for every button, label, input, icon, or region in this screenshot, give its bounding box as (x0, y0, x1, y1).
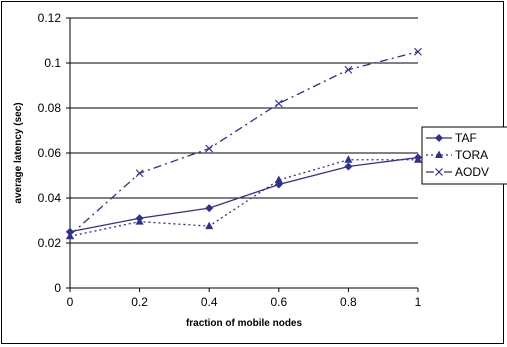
y-tick-label: 0 (54, 281, 61, 295)
legend-label-tora: TORA (455, 148, 488, 162)
data-point-aodv (414, 47, 422, 56)
series (66, 47, 422, 240)
y-tick-label: 0.1 (44, 56, 61, 70)
x-tick-label: 0.4 (201, 295, 218, 309)
legend-marker-taf (435, 134, 443, 142)
data-point-aodv (66, 231, 74, 240)
series-line-aodv (69, 51, 419, 236)
data-point-aodv (344, 65, 353, 74)
data-point-aodv (205, 144, 214, 153)
data-point-aodv (135, 169, 144, 178)
y-tick-label: 0.02 (38, 236, 62, 250)
x-tick-label: 0 (67, 295, 74, 309)
y-tick-label: 0.06 (38, 146, 62, 160)
x-tick-label: 0.2 (131, 295, 148, 309)
x-tick-label: 0.6 (270, 295, 287, 309)
axes (66, 17, 419, 292)
data-point-tora (274, 175, 283, 183)
x-tick-label: 1 (415, 295, 422, 309)
data-point-tora (205, 221, 214, 230)
data-point-tora (414, 155, 422, 163)
data-point-tora (135, 217, 144, 225)
data-point-tora (344, 155, 353, 163)
data-point-taf (205, 204, 214, 213)
y-tick-label: 0.12 (38, 11, 62, 25)
gridlines (70, 17, 418, 244)
series-line-taf (69, 156, 419, 233)
legend-marker-tora (435, 150, 443, 158)
data-point-taf (344, 162, 353, 171)
x-axis-title: fraction of mobile nodes (186, 318, 303, 329)
data-point-aodv (274, 99, 283, 108)
y-tick-label: 0.04 (38, 191, 62, 205)
tick-labels: 0 0.02 0.04 0.06 0.08 0.1 0.12 0 0.2 0.4 0.6 0.8 1 (38, 11, 422, 309)
y-tick-label: 0.08 (38, 101, 62, 115)
legend-marker-aodv (435, 168, 443, 176)
legend: TAF TORA AODV (421, 126, 507, 185)
y-axis-title: average latency (sec) (13, 102, 24, 203)
legend-label-aodv: AODV (455, 165, 489, 179)
legend-label-taf: TAF (455, 131, 477, 145)
x-tick-label: 0.8 (340, 295, 357, 309)
